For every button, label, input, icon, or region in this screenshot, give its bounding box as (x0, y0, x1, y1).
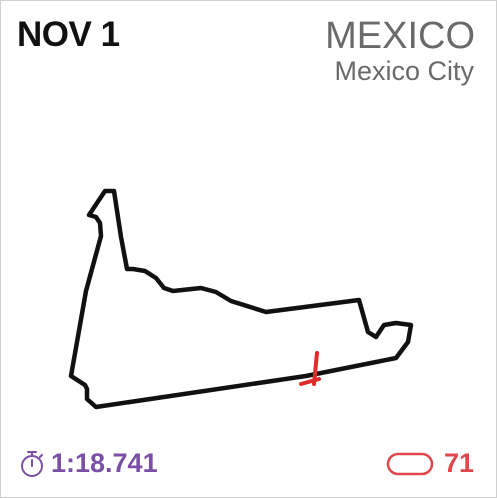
track-outline (68, 188, 414, 410)
race-country: MEXICO (325, 15, 475, 57)
lap-loop-icon (386, 452, 434, 475)
lap-count-value: 71 (443, 448, 474, 478)
race-city: Mexico City (334, 56, 474, 86)
start-finish-line (299, 351, 321, 386)
lap-count: 71 (386, 448, 474, 479)
stopwatch-icon (21, 450, 43, 477)
race-date: NOV 1 (17, 15, 120, 54)
lap-record-time: 1:18.741 (51, 448, 158, 478)
lap-record: 1:18.741 (17, 448, 158, 479)
